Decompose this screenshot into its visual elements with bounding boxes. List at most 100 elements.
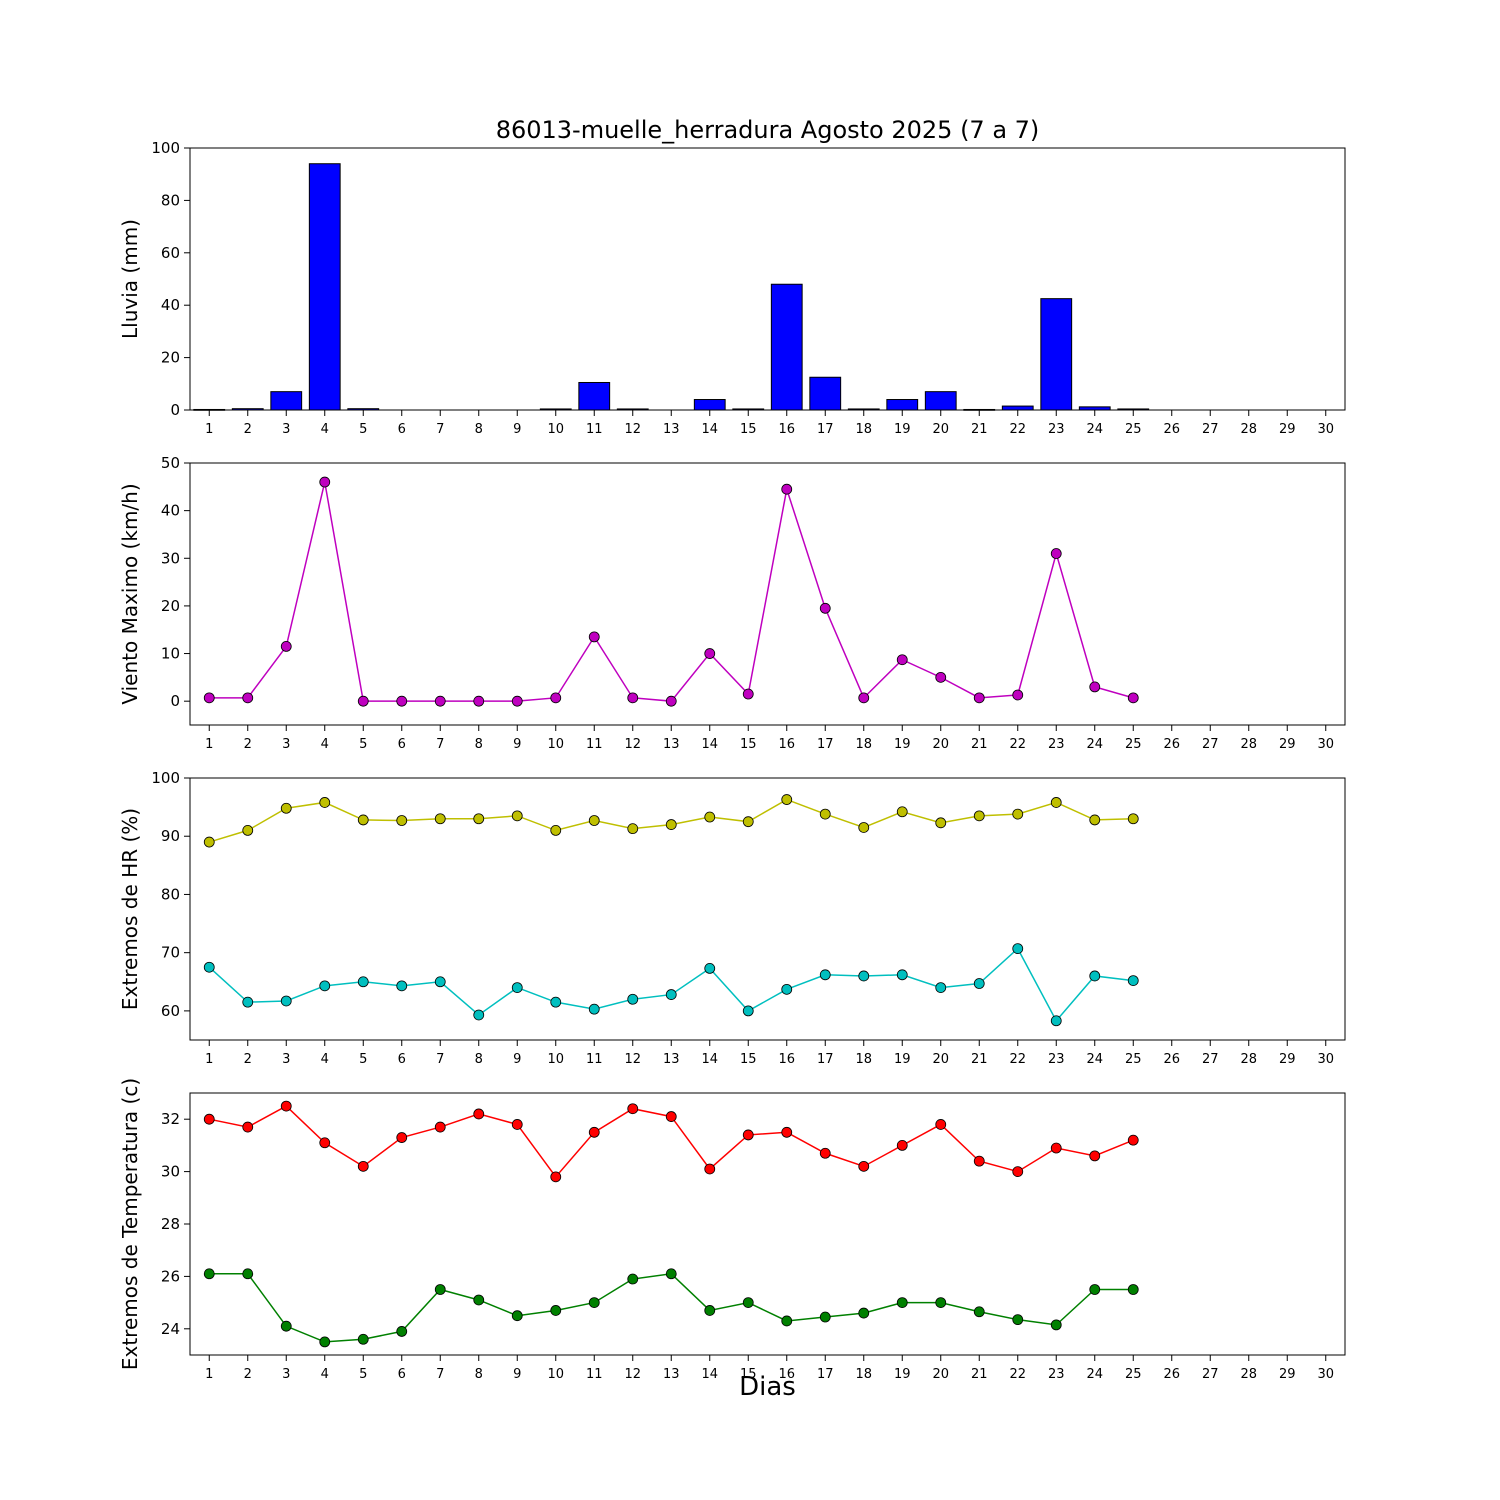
svg-text:22: 22 — [1009, 737, 1026, 752]
svg-text:29: 29 — [1279, 1367, 1296, 1382]
svg-text:29: 29 — [1279, 422, 1296, 437]
svg-text:13: 13 — [663, 422, 680, 437]
svg-text:16: 16 — [778, 737, 795, 752]
svg-text:10: 10 — [161, 645, 180, 663]
svg-text:30: 30 — [1317, 1367, 1334, 1382]
svg-text:17: 17 — [817, 737, 834, 752]
svg-text:5: 5 — [359, 1052, 367, 1067]
svg-text:16: 16 — [778, 1052, 795, 1067]
svg-text:19: 19 — [894, 1052, 911, 1067]
svg-text:6: 6 — [398, 1367, 406, 1382]
svg-text:3: 3 — [282, 422, 290, 437]
svg-text:30: 30 — [161, 549, 180, 567]
svg-text:5: 5 — [359, 737, 367, 752]
svg-text:10: 10 — [547, 1367, 564, 1382]
svg-text:40: 40 — [161, 502, 180, 520]
svg-text:18: 18 — [855, 1052, 872, 1067]
svg-text:22: 22 — [1009, 422, 1026, 437]
svg-text:100: 100 — [151, 139, 180, 157]
svg-text:10: 10 — [547, 1052, 564, 1067]
svg-text:15: 15 — [740, 422, 757, 437]
svg-text:17: 17 — [817, 1367, 834, 1382]
svg-text:28: 28 — [1240, 1367, 1257, 1382]
svg-text:4: 4 — [321, 422, 329, 437]
svg-text:30: 30 — [161, 1163, 180, 1181]
svg-text:25: 25 — [1125, 1367, 1142, 1382]
svg-text:12: 12 — [624, 737, 641, 752]
svg-text:25: 25 — [1125, 1052, 1142, 1067]
svg-text:26: 26 — [1163, 737, 1180, 752]
svg-text:21: 21 — [971, 422, 988, 437]
svg-text:30: 30 — [1317, 1052, 1334, 1067]
svg-text:17: 17 — [817, 422, 834, 437]
svg-text:3: 3 — [282, 737, 290, 752]
svg-text:13: 13 — [663, 1052, 680, 1067]
svg-text:26: 26 — [1163, 1367, 1180, 1382]
svg-text:17: 17 — [817, 1052, 834, 1067]
svg-text:18: 18 — [855, 1367, 872, 1382]
svg-text:7: 7 — [436, 422, 444, 437]
svg-text:11: 11 — [586, 1052, 603, 1067]
svg-text:25: 25 — [1125, 737, 1142, 752]
svg-text:8: 8 — [475, 422, 483, 437]
figure-title: 86013-muelle_herradura Agosto 2025 (7 a … — [495, 116, 1040, 144]
svg-text:27: 27 — [1202, 422, 1219, 437]
svg-text:22: 22 — [1009, 1052, 1026, 1067]
svg-text:4: 4 — [321, 1367, 329, 1382]
svg-text:1: 1 — [205, 422, 213, 437]
svg-text:1: 1 — [205, 1367, 213, 1382]
svg-text:70: 70 — [161, 944, 180, 962]
svg-text:27: 27 — [1202, 737, 1219, 752]
svg-text:20: 20 — [932, 737, 949, 752]
svg-text:28: 28 — [161, 1215, 180, 1233]
svg-text:24: 24 — [1086, 737, 1103, 752]
svg-text:5: 5 — [359, 422, 367, 437]
svg-text:19: 19 — [894, 737, 911, 752]
svg-text:30: 30 — [1317, 422, 1334, 437]
svg-text:21: 21 — [971, 1367, 988, 1382]
y-axis-label-lluvia: Lluvia (mm) — [118, 219, 142, 339]
svg-text:18: 18 — [855, 422, 872, 437]
svg-text:23: 23 — [1048, 422, 1065, 437]
svg-text:2: 2 — [244, 1367, 252, 1382]
svg-text:24: 24 — [1086, 1052, 1103, 1067]
svg-text:20: 20 — [161, 349, 180, 367]
temp-maxima-series — [203, 1100, 1139, 1183]
svg-text:28: 28 — [1240, 737, 1257, 752]
temp-minima-series — [203, 1268, 1139, 1348]
svg-text:6: 6 — [398, 422, 406, 437]
svg-text:16: 16 — [778, 422, 795, 437]
svg-text:7: 7 — [436, 1052, 444, 1067]
svg-text:24: 24 — [1086, 422, 1103, 437]
svg-text:4: 4 — [321, 737, 329, 752]
svg-text:19: 19 — [894, 1367, 911, 1382]
svg-text:13: 13 — [663, 737, 680, 752]
svg-text:12: 12 — [624, 422, 641, 437]
hr-maxima-series — [203, 794, 1139, 848]
svg-text:14: 14 — [701, 737, 718, 752]
svg-text:60: 60 — [161, 244, 180, 262]
svg-text:60: 60 — [161, 1002, 180, 1020]
svg-text:27: 27 — [1202, 1052, 1219, 1067]
svg-text:23: 23 — [1048, 1052, 1065, 1067]
svg-text:9: 9 — [513, 1367, 521, 1382]
lluvia-series — [193, 163, 1150, 411]
svg-text:22: 22 — [1009, 1367, 1026, 1382]
svg-text:80: 80 — [161, 885, 180, 903]
svg-text:14: 14 — [701, 1367, 718, 1382]
svg-text:26: 26 — [161, 1267, 180, 1285]
svg-text:15: 15 — [740, 737, 757, 752]
svg-text:13: 13 — [663, 1367, 680, 1382]
svg-text:29: 29 — [1279, 1052, 1296, 1067]
svg-text:26: 26 — [1163, 1052, 1180, 1067]
svg-text:28: 28 — [1240, 1052, 1257, 1067]
svg-text:23: 23 — [1048, 1367, 1065, 1382]
svg-text:14: 14 — [701, 422, 718, 437]
svg-text:9: 9 — [513, 422, 521, 437]
svg-text:19: 19 — [894, 422, 911, 437]
svg-text:1: 1 — [205, 1052, 213, 1067]
